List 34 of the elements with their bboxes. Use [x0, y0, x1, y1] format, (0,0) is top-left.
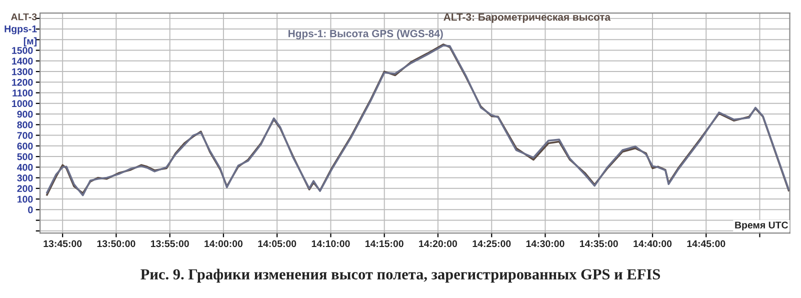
y-tick-label: 1400	[12, 58, 33, 65]
y-axis-title: ALT-3 Hgps-1 [м]	[4, 13, 37, 46]
x-tick-label: 13:50:00	[97, 240, 136, 248]
y-tick-label: 0	[28, 206, 33, 214]
x-tick-label: 14:05:00	[258, 240, 296, 248]
x-tick-label: 14:40:00	[634, 240, 672, 248]
x-tick-label: 13:55:00	[151, 240, 189, 248]
y-tick-label: 100	[18, 196, 33, 203]
y-tick-label: 1200	[12, 78, 33, 86]
x-tick-label: 14:45:00	[687, 240, 726, 248]
text: Рис. 9. Графики изменения высот полета, зарегистрированных GPS и EFIS	[140, 268, 660, 283]
x-tick-label: 14:15:00	[366, 240, 404, 248]
y-tick-label: 500	[17, 153, 33, 160]
x-tick-label: 13:45:00	[44, 240, 82, 248]
y-tick-label: 400	[17, 164, 33, 171]
x-tick-label: 14:35:00	[580, 240, 618, 248]
series-label: Hgps-1: Высота GPS (WGS-84)	[288, 30, 443, 40]
y-tick-label: 700	[17, 132, 33, 139]
y-tick-label: 200	[17, 185, 33, 192]
text: ALT-3: Барометрическая высота	[444, 13, 611, 23]
y-tick-label: 900	[17, 110, 33, 118]
y-tick-label: 600	[17, 142, 33, 150]
y-tick-label: 300	[17, 174, 33, 182]
x-tick-label: 14:10:00	[312, 240, 350, 248]
y-tick-label: 800	[17, 121, 33, 128]
x-tick-label: 14:30:00	[526, 240, 564, 248]
x-tick-label: 14:20:00	[419, 240, 458, 248]
x-axis-title: Время UTC	[735, 222, 788, 230]
y-tick-label: 1000	[12, 100, 33, 108]
y-tick-label: 1300	[12, 68, 33, 76]
y-tick-label: 1500	[12, 47, 33, 54]
x-tick-label: 14:25:00	[472, 240, 511, 248]
y-tick-label: 1100	[12, 90, 33, 96]
x-tick-label: 14:00:00	[204, 240, 243, 248]
